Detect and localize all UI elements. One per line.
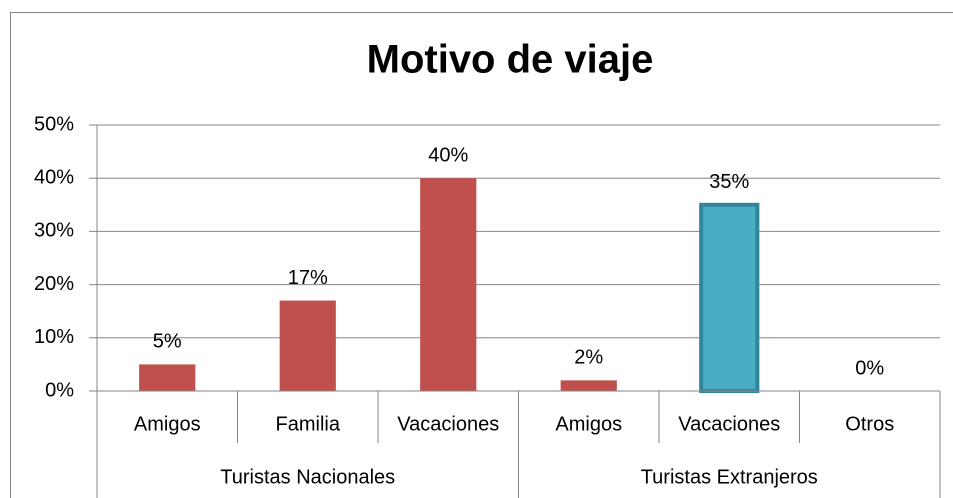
group-label: Turistas Extranjeros (641, 466, 818, 488)
x-tick-label: Otros (845, 413, 894, 435)
bar (699, 202, 760, 393)
x-tick-label: Amigos (134, 413, 201, 435)
value-label: 17% (288, 267, 328, 289)
x-tick-label: Vacaciones (678, 413, 780, 435)
chart-frame (10, 12, 953, 498)
value-label: 5% (153, 331, 182, 353)
y-tick-label: 30% (34, 220, 74, 242)
bar (420, 178, 477, 391)
chart-title: Motivo de viaje (367, 38, 654, 82)
value-label: 0% (855, 357, 884, 379)
y-tick-label: 20% (34, 273, 74, 295)
group-label: Turistas Nacionales (220, 466, 395, 488)
bar (560, 380, 617, 391)
y-tick-label: 40% (34, 166, 74, 188)
x-tick-label: Vacaciones (397, 413, 499, 435)
value-label: 2% (574, 347, 603, 369)
y-tick-label: 10% (34, 326, 74, 348)
bar (279, 300, 336, 391)
value-label: 35% (709, 171, 749, 193)
y-tick-label: 50% (34, 113, 74, 135)
x-tick-label: Familia (276, 413, 341, 435)
value-label: 40% (428, 144, 468, 166)
bar (139, 364, 196, 391)
x-tick-label: Amigos (555, 413, 622, 435)
y-tick-label: 0% (45, 379, 74, 401)
